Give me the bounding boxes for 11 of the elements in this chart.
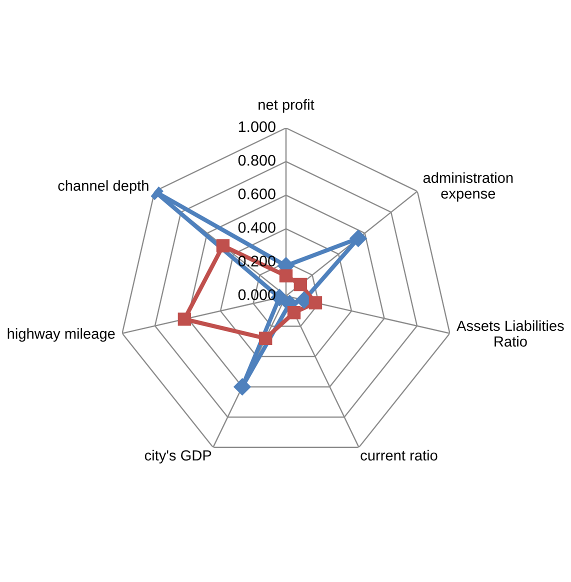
spoke-label: channel depth xyxy=(58,180,148,194)
spoke-label: city's GDP xyxy=(144,450,212,464)
spoke-label: highway mileage xyxy=(8,328,115,342)
y-tick-label: 1.000 xyxy=(238,121,276,132)
spoke-label: current ratio xyxy=(360,450,438,461)
spoke-label: net profit xyxy=(258,99,314,113)
y-tick-label: 0.400 xyxy=(238,222,276,233)
y-tick-label: 0.800 xyxy=(238,154,276,166)
y-tick-label: 0.600 xyxy=(238,188,276,200)
spoke-label: Assets Liabilities Ratio xyxy=(456,320,564,347)
spoke-label: administration expense xyxy=(423,172,513,202)
